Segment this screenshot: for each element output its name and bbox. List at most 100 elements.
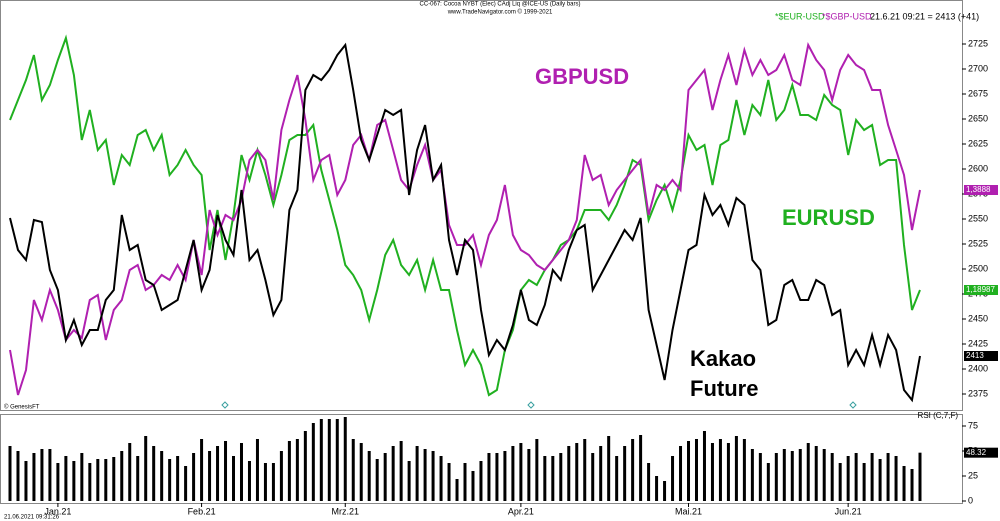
y-tick-label: 75: [968, 420, 978, 430]
rsi-bar: [160, 451, 164, 501]
rsi-bar: [535, 439, 539, 501]
last-value-label: 2413: [966, 351, 984, 360]
rsi-bar: [295, 439, 299, 501]
rsi-bar: [279, 451, 283, 501]
rsi-bar: [263, 463, 267, 501]
rsi-bar: [910, 469, 914, 501]
rsi-bar: [56, 463, 60, 501]
rsi-bar: [383, 453, 387, 501]
rsi-bar: [519, 443, 523, 501]
y-tick-label: 2675: [968, 88, 988, 98]
rsi-bar: [40, 449, 44, 501]
marker: [849, 401, 857, 409]
rsi-bar: [551, 456, 555, 501]
rsi-bar: [399, 441, 403, 501]
main-panel: [0, 0, 963, 411]
rsi-bar: [16, 451, 20, 501]
rsi-bar: [687, 441, 691, 501]
y-tick-label: 2375: [968, 388, 988, 398]
rsi-bar: [64, 456, 68, 501]
rsi-bar: [8, 446, 12, 501]
rsi-bar: [375, 459, 379, 501]
rsi-bar: [527, 449, 531, 501]
rsi-bar: [247, 461, 251, 501]
rsi-bar: [854, 453, 858, 501]
rsi-bar: [734, 436, 738, 501]
rsi-bar: [216, 446, 220, 501]
x-tick-label: Mai.21: [675, 506, 702, 516]
rsi-bar: [343, 417, 347, 501]
rsi-bar: [439, 456, 443, 501]
rsi-bar: [655, 476, 659, 501]
rsi-bar: [319, 419, 323, 501]
rsi-bar: [894, 456, 898, 501]
y-tick-label: 2725: [968, 38, 988, 48]
rsi-bar: [200, 439, 204, 501]
rsi-bar: [463, 463, 467, 501]
x-tick-label: Mrz.21: [332, 506, 360, 516]
rsi-bar: [631, 439, 635, 501]
rsi-bar: [615, 456, 619, 501]
rsi-bar: [718, 439, 722, 501]
rsi-bar: [96, 459, 100, 501]
rsi-bar: [822, 449, 826, 501]
rsi-bar: [423, 449, 427, 501]
rsi-bar: [543, 456, 547, 501]
rsi-bar: [583, 439, 587, 501]
annotation: Kakao: [690, 346, 756, 371]
y-tick-label: 2625: [968, 138, 988, 148]
rsi-bar: [742, 439, 746, 501]
rsi-bar: [575, 443, 579, 501]
rsi-bar: [782, 449, 786, 501]
series-line: [9, 42, 921, 403]
rsi-bar: [798, 449, 802, 501]
rsi-bar: [639, 435, 643, 501]
last-value-box: [964, 447, 998, 458]
rsi-bar: [599, 446, 603, 501]
rsi-bar: [104, 459, 108, 501]
rsi-bar: [239, 443, 243, 501]
rsi-bar: [48, 449, 52, 501]
y-tick-label: 2450: [968, 313, 988, 323]
rsi-bar: [806, 443, 810, 501]
rsi-bar: [128, 443, 132, 501]
rsi-bar: [88, 463, 92, 501]
rsi-bar: [870, 453, 874, 501]
legend-entry: 21.6.21 09:21 = 2413 (+41): [870, 11, 979, 21]
rsi-bar: [886, 453, 890, 501]
rsi-bar: [311, 423, 315, 501]
rsi-bar: [32, 453, 36, 501]
rsi-bar: [559, 453, 563, 501]
marker: [221, 401, 229, 409]
rsi-bar: [814, 446, 818, 501]
rsi-bar: [671, 456, 675, 501]
rsi-bar: [726, 443, 730, 501]
last-value-box: [964, 351, 998, 361]
rsi-bar: [351, 439, 355, 501]
rsi-bar: [112, 457, 116, 501]
rsi-bar: [407, 461, 411, 501]
y-tick-label: 0: [968, 495, 973, 505]
rsi-bar: [136, 456, 140, 501]
timestamp: 21.06.2021 09:31:26: [4, 515, 60, 521]
rsi-bar: [224, 441, 228, 501]
rsi-bar: [758, 453, 762, 501]
last-value-box: [964, 285, 998, 295]
event-markers: [221, 401, 857, 409]
rsi-bar: [80, 453, 84, 501]
rsi-bar: [607, 436, 611, 501]
chart-title: CC-067: Cocoa NYBT (Elec) CAdj Liq @ICE-…: [419, 2, 580, 8]
rsi-bar: [479, 461, 483, 501]
rsi-bar: [862, 463, 866, 501]
rsi-bar: [838, 463, 842, 501]
rsi-bar: [192, 453, 196, 501]
rsi-bar: [144, 436, 148, 501]
rsi-bar: [503, 451, 507, 501]
rsi-bar: [750, 449, 754, 501]
rsi-bar: [679, 446, 683, 501]
last-value-label: 1,3888: [966, 185, 991, 194]
rsi-bar: [431, 451, 435, 501]
rsi-bar: [447, 463, 451, 501]
rsi-bar: [120, 451, 124, 501]
